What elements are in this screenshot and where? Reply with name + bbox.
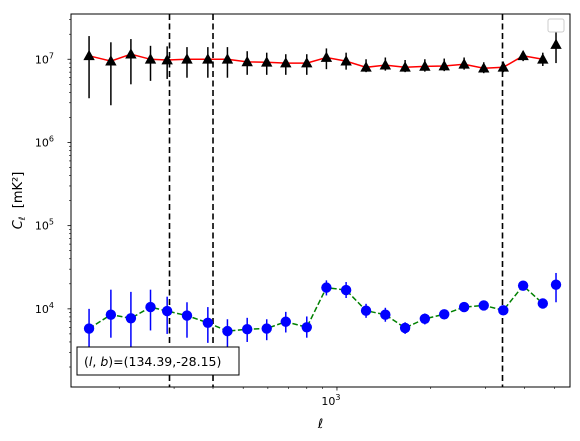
- annotation-text: (l, b)=(134.39,-28.15): [84, 354, 221, 369]
- data-point: [340, 284, 352, 296]
- data-point: [380, 309, 391, 320]
- data-point: [161, 305, 173, 317]
- data-point: [202, 317, 214, 328]
- data-point: [301, 322, 312, 333]
- data-point: [280, 316, 291, 327]
- data-point: [399, 61, 411, 72]
- data-point: [478, 62, 490, 73]
- data-point: [125, 48, 137, 59]
- data-point: [222, 325, 233, 337]
- y-label-units: [mK²]: [11, 172, 26, 217]
- data-point: [360, 305, 372, 316]
- data-point: [340, 55, 352, 66]
- data-point: [241, 55, 253, 67]
- annotation-open: (: [84, 354, 89, 369]
- data-point: [478, 300, 489, 311]
- data-point: [83, 323, 95, 334]
- data-point: [320, 51, 333, 62]
- data-point: [105, 55, 117, 66]
- data-point: [419, 313, 431, 324]
- y-tick-exponent: 7: [49, 51, 54, 60]
- data-point: [439, 309, 450, 320]
- plot-area: [83, 14, 562, 387]
- y-label-symbol: C: [11, 219, 26, 229]
- data-point: [125, 313, 137, 324]
- data-point: [301, 57, 313, 68]
- annotation-frame: [76, 346, 240, 376]
- data-point: [458, 58, 470, 69]
- data-point: [161, 53, 173, 65]
- data-point: [498, 305, 509, 316]
- data-point: [537, 53, 549, 64]
- annotation-comma: ,: [92, 354, 100, 369]
- y-label-subscript: ℓ: [18, 217, 28, 222]
- data-point: [241, 323, 253, 335]
- data-point: [261, 323, 272, 334]
- data-point: [280, 57, 292, 68]
- annotation-box: (l, b)=(134.39,-28.15): [76, 346, 240, 376]
- data-point: [399, 322, 411, 334]
- data-point: [379, 59, 392, 70]
- data-point: [261, 56, 273, 67]
- data-point: [517, 280, 529, 291]
- data-point: [550, 38, 562, 49]
- annotation-value: )=(134.39,-28.15): [108, 354, 221, 369]
- y-tick-exponent: 6: [49, 134, 54, 143]
- data-point: [144, 53, 157, 64]
- data-point: [438, 59, 450, 71]
- x-axis-label: ℓ: [317, 417, 323, 432]
- x-tick-exponent: 3: [335, 393, 340, 402]
- annotation: (l, b)=(134.39,-28.15): [76, 346, 240, 376]
- annotation-var-l: l: [89, 354, 93, 369]
- data-point: [181, 53, 193, 64]
- legend-box: [547, 18, 565, 33]
- data-point: [360, 61, 372, 72]
- data-point: [550, 279, 562, 290]
- data-point: [105, 309, 117, 320]
- data-point: [458, 301, 470, 313]
- annotation-var-b: b: [100, 354, 108, 369]
- data-point: [202, 53, 214, 64]
- data-point: [517, 49, 529, 61]
- data-point: [537, 298, 549, 309]
- data-point: [321, 282, 332, 293]
- y-axis-label: Cℓ [mK²]: [11, 172, 28, 230]
- legend: [547, 18, 565, 33]
- data-point: [145, 301, 156, 313]
- data-point: [83, 49, 95, 61]
- data-point: [181, 310, 193, 321]
- y-tick-exponent: 4: [49, 301, 54, 310]
- data-point: [221, 53, 234, 64]
- y-tick-exponent: 5: [49, 218, 54, 227]
- data-point: [419, 60, 431, 71]
- data-point: [497, 61, 509, 72]
